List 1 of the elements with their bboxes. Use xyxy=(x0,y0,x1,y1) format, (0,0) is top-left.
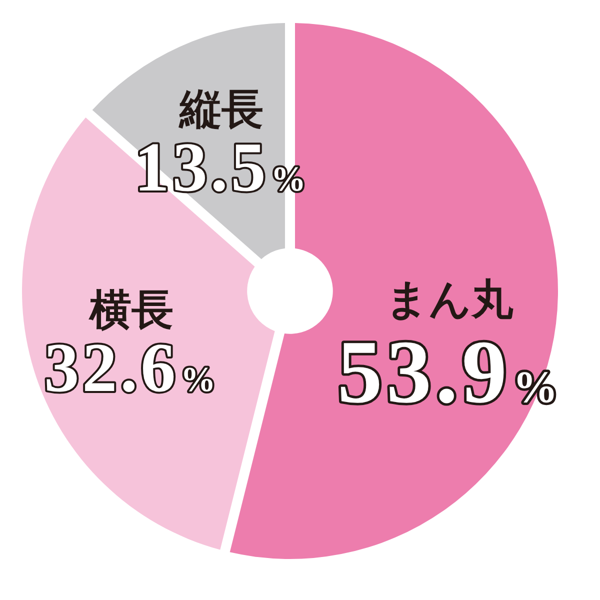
slice-label: まん丸 xyxy=(386,274,514,324)
